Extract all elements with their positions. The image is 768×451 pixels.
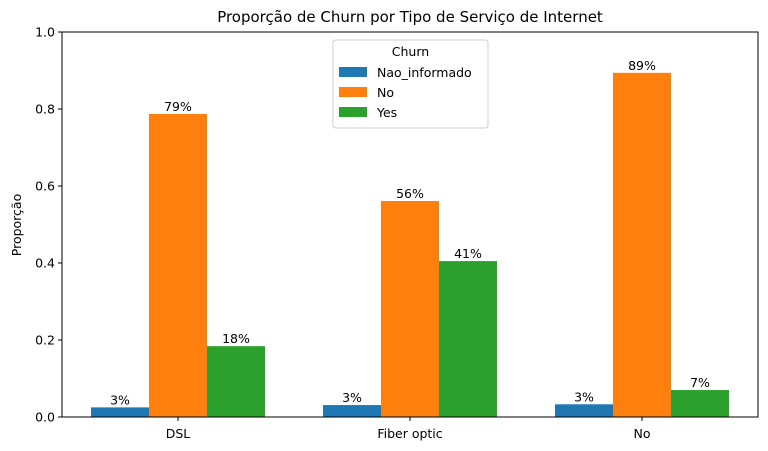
data-label: 79% [164, 99, 192, 114]
legend-title: Churn [392, 44, 429, 59]
legend-swatch-yes [339, 107, 367, 117]
x-tick-label: Fiber optic [377, 426, 442, 441]
bar-nao_informado-fiber-optic [323, 405, 381, 417]
bar-yes-dsl [207, 346, 265, 417]
legend: Churn Nao_informado No Yes [332, 39, 489, 129]
y-tick-label: 0.6 [35, 179, 55, 194]
legend-entry-yes: Yes [376, 105, 397, 120]
bar-yes-fiber-optic [439, 261, 497, 417]
data-label: 3% [110, 392, 130, 407]
data-label: 3% [574, 389, 594, 404]
bar-no-no [613, 72, 671, 417]
bar-yes-no [671, 390, 729, 417]
bar-no-dsl [149, 114, 207, 417]
y-tick-label: 1.0 [35, 25, 55, 40]
y-tick-label: 0.4 [35, 256, 55, 271]
data-label: 56% [396, 186, 424, 201]
x-tick-label: No [634, 426, 651, 441]
bar-nao_informado-no [555, 404, 613, 417]
chart-title: Proporção de Churn por Tipo de Serviço d… [217, 8, 603, 26]
legend-box [332, 39, 489, 129]
data-label: 3% [342, 390, 362, 405]
data-label: 89% [628, 58, 656, 73]
legend-entry-no: No [377, 85, 394, 100]
data-label: 41% [454, 246, 482, 261]
y-axis-label: Proporção [9, 194, 24, 256]
y-tick-label: 0.2 [35, 333, 55, 348]
legend-entry-nao_informado: Nao_informado [377, 65, 472, 80]
plot-area: 3% 3% 3% 79% 56% 89% 18% 41% 7% 0.0 0.2 0.4 0.6 0.8 1.… [35, 25, 759, 441]
data-label: 18% [222, 331, 250, 346]
y-tick-label: 0.0 [35, 410, 55, 425]
legend-swatch-nao_informado [339, 67, 367, 77]
y-tick-label: 0.8 [35, 102, 55, 117]
x-tick-label: DSL [166, 426, 191, 441]
bar-nao_informado-dsl [91, 407, 149, 417]
bar-no-fiber-optic [381, 201, 439, 417]
legend-swatch-no [339, 87, 367, 97]
data-label: 7% [690, 375, 710, 390]
